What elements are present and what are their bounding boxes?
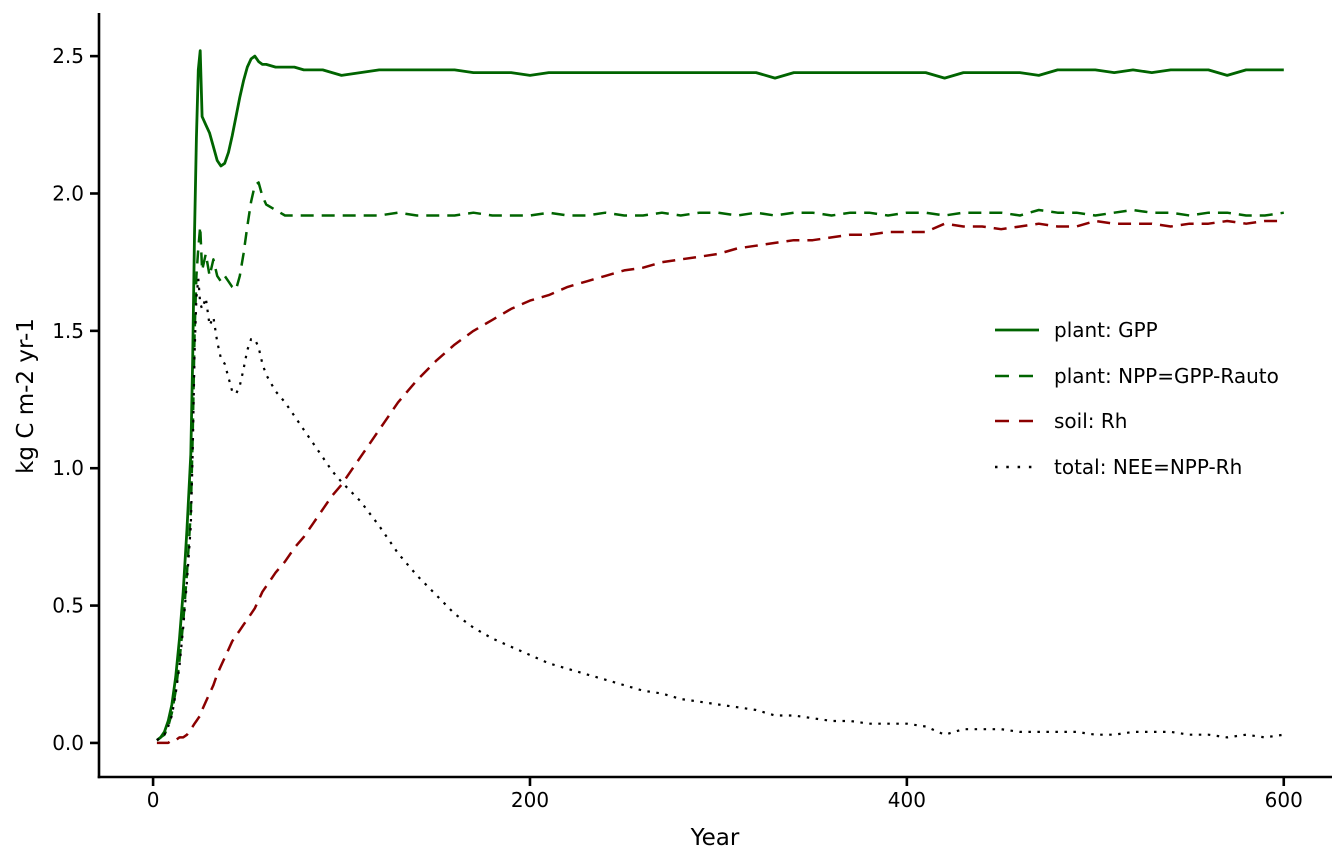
x-tick-label: 400 [888, 788, 926, 812]
legend-line-sample-rh [995, 419, 1039, 423]
legend-line-sample-gpp [995, 328, 1039, 332]
legend-item-gpp: plant: GPP [993, 317, 1279, 343]
y-tick-label: 0.5 [52, 594, 84, 618]
y-axis-label: kg C m-2 yr-1 [13, 318, 39, 474]
y-tick-label: 0.0 [52, 731, 84, 755]
legend-label: plant: NPP=GPP-Rauto [1054, 363, 1279, 388]
legend: plant: GPP plant: NPP=GPP-Rauto soil: Rh… [993, 317, 1279, 480]
y-tick-label: 2.0 [52, 181, 84, 205]
legend-label: plant: GPP [1054, 318, 1158, 342]
y-tick-label: 1.0 [52, 456, 84, 480]
legend-item-npp: plant: NPP=GPP-Rauto [993, 363, 1279, 389]
legend-line-sample-npp [995, 374, 1039, 377]
legend-item-rh: soil: Rh [993, 408, 1279, 434]
x-tick-label: 600 [1265, 788, 1303, 812]
legend-item-nee: total: NEE=NPP-Rh [993, 454, 1279, 480]
x-axis-label: Year [690, 825, 740, 851]
y-tick-label: 2.5 [52, 44, 84, 68]
series-line-npp [156, 181, 1284, 742]
legend-label: soil: Rh [1054, 409, 1128, 433]
x-tick-label: 200 [511, 788, 549, 812]
y-tick-label: 1.5 [52, 319, 84, 343]
legend-line-sample-nee [995, 465, 1039, 468]
series-line-gpp [156, 49, 1284, 742]
series-line-rh [156, 219, 1284, 745]
legend-label: total: NEE=NPP-Rh [1054, 454, 1243, 479]
x-tick-label: 0 [147, 788, 160, 812]
